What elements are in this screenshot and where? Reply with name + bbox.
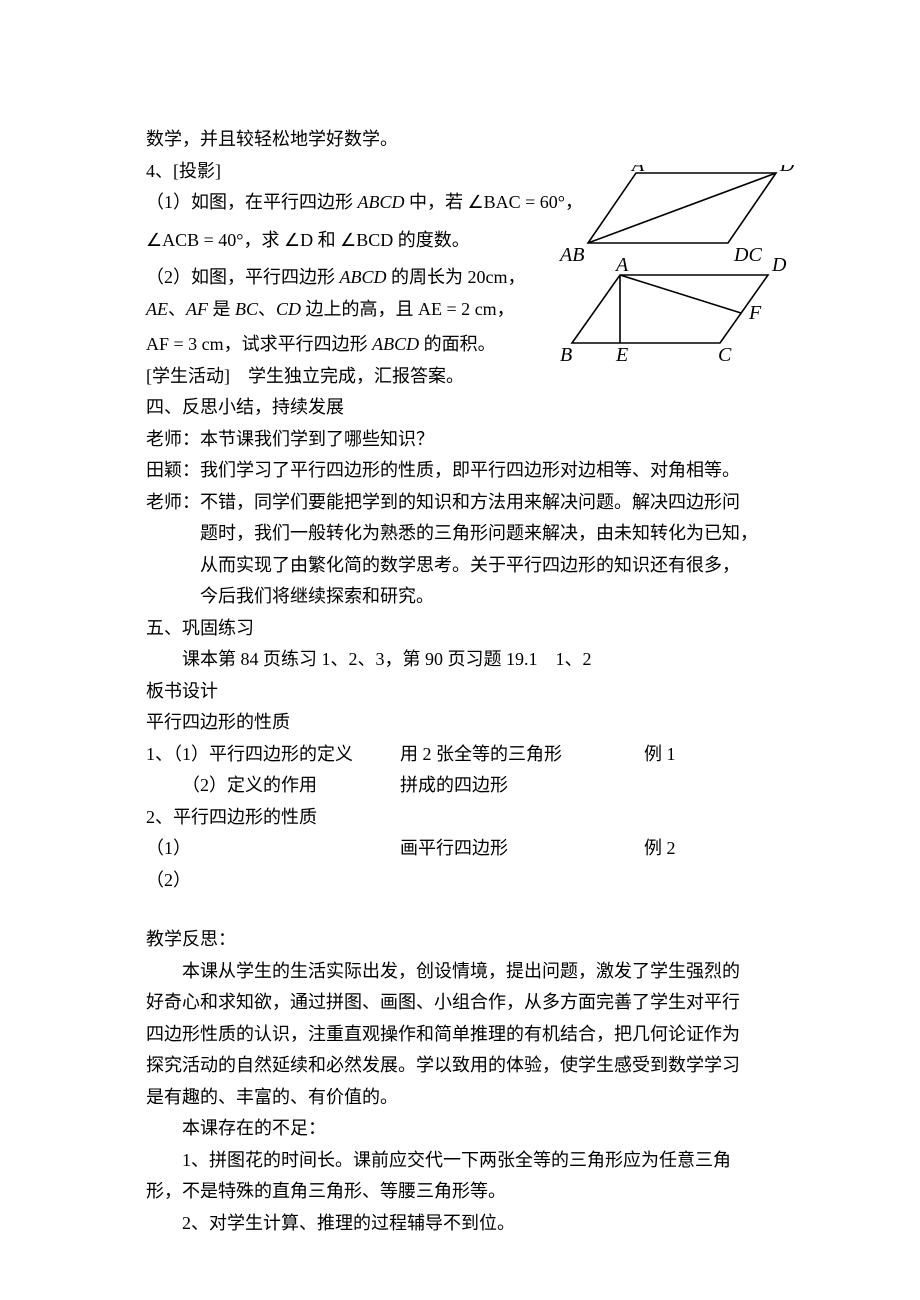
text: 中，若 [405, 192, 468, 212]
svg-text:C: C [718, 344, 732, 361]
var-af: AF [186, 299, 208, 319]
svg-text:D: D [779, 165, 795, 176]
svg-text:DC: DC [733, 244, 762, 266]
reflection-p4: 探究活动的自然延续和必然发展。学以致用的体验，使学生感受到数学学习 [146, 1050, 796, 1082]
board-col-c [644, 770, 796, 802]
board-col-a: （1） [146, 833, 400, 865]
svg-text:E: E [615, 344, 628, 361]
var-cd: CD [276, 299, 301, 319]
teacher-label: 老师： [146, 492, 200, 512]
text: 的面积。 [419, 334, 496, 354]
text: 的度数。 [393, 230, 470, 250]
homework: 课本第 84 页练习 1、2、3，第 90 页习题 19.1 1、2 [146, 644, 796, 676]
text: 、 [258, 299, 276, 319]
board-col-b: 用 2 张全等的三角形 [400, 739, 644, 771]
text: ，求 [244, 230, 285, 250]
note-1a: 1、拼图花的时间长。课前应交代一下两张全等的三角形应为任意三角 [146, 1145, 796, 1177]
text: 的周长为 20cm， [387, 267, 526, 287]
text: cm，试求平行四边形 [197, 334, 372, 354]
reflection-p1: 本课从学生的生活实际出发，创设情境，提出问题，激发了学生强烈的 [146, 956, 796, 988]
text: 和 [313, 230, 340, 250]
reflection-heading: 教学反思： [146, 924, 796, 956]
board-title: 平行四边形的性质 [146, 707, 796, 739]
board-row-4: （1） 画平行四边形 例 2 [146, 833, 796, 865]
section-5-heading: 五、巩固练习 [146, 613, 796, 645]
text: cm， [470, 299, 515, 319]
svg-text:A: A [614, 254, 629, 276]
board-col-a: （2）定义的作用 [146, 770, 400, 802]
svg-text:AB: AB [558, 244, 584, 266]
board-col-c: 例 2 [644, 833, 796, 865]
text: 是 [208, 299, 235, 319]
section-4-heading: 四、反思小结，持续发展 [146, 392, 796, 424]
board-col-b: 画平行四边形 [400, 833, 644, 865]
student-answer: 田颖：我们学习了平行四边形的性质，即平行四边形对边相等、对角相等。 [146, 455, 796, 487]
svg-text:F: F [748, 302, 762, 324]
board-col-a: 1、（1）平行四边形的定义 [146, 739, 400, 771]
eq-bac: ∠BAC = 60° [468, 192, 566, 212]
board-row-2: （2）定义的作用 拼成的四边形 [146, 770, 796, 802]
board-row-5: （2） [146, 865, 796, 897]
reflection-p2: 好奇心和求知欲，通过拼图、画图、小组合作，从多方面完善了学生对平行 [146, 987, 796, 1019]
reflection-p3: 四边形性质的认识，注重直观操作和简单推理的有机结合，把几何论证作为 [146, 1019, 796, 1051]
teacher-answer-4: 今后我们将继续探索和研究。 [146, 581, 796, 613]
eq-af3: AF = 3 [146, 334, 197, 354]
var-bc: BC [235, 299, 258, 319]
board-row-1: 1、（1）平行四边形的定义 用 2 张全等的三角形 例 1 [146, 739, 796, 771]
svg-text:B: B [560, 344, 572, 361]
text: 边上的高，且 [301, 299, 418, 319]
board-col-b: 拼成的四边形 [400, 770, 644, 802]
board-row-3: 2、平行四边形的性质 [146, 802, 796, 834]
text: 不错，同学们要能把学到的知识和方法用来解决问题。解决四边形问 [200, 492, 740, 512]
teacher-answer-1: 老师：不错，同学们要能把学到的知识和方法用来解决问题。解决四边形问 [146, 487, 796, 519]
angle-d: ∠D [284, 230, 313, 250]
teacher-answer-3: 从而实现了由繁化简的数学思考。关于平行四边形的知识还有很多， [146, 550, 796, 582]
text: 、 [168, 299, 186, 319]
board-design-heading: 板书设计 [146, 676, 796, 708]
text: （1）如图，在平行四边形 [146, 192, 358, 212]
note-1b: 形，不是特殊的直角三角形、等腰三角形等。 [146, 1176, 796, 1208]
board-col-c: 例 1 [644, 739, 796, 771]
angle-bcd: ∠BCD [340, 230, 393, 250]
eq-ae2: AE = 2 [418, 299, 470, 319]
var-abcd: ABCD [372, 334, 419, 354]
teacher-answer-2: 题时，我们一般转化为熟悉的三角形问题来解决，由未知转化为已知， [146, 518, 796, 550]
spacer [146, 896, 796, 924]
eq-acb: ∠ACB = 40° [146, 230, 244, 250]
var-ae: AE [146, 299, 168, 319]
reflection-p5: 是有趣的、丰富的、有价值的。 [146, 1082, 796, 1114]
geometry-figure: A D AB DC A D B E C F [558, 165, 798, 361]
intro-text: 数学，并且较轻松地学好数学。 [146, 124, 796, 156]
note-2: 2、对学生计算、推理的过程辅导不到位。 [146, 1208, 796, 1240]
var-abcd: ABCD [340, 267, 387, 287]
student-activity: [学生活动] 学生独立完成，汇报答案。 [146, 361, 796, 393]
teacher-question: 老师：本节课我们学到了哪些知识？ [146, 424, 796, 456]
shortcomings-heading: 本课存在的不足： [146, 1113, 796, 1145]
svg-text:D: D [771, 254, 787, 276]
text: （2）如图，平行四边形 [146, 267, 340, 287]
svg-text:A: A [630, 165, 645, 176]
var-abcd: ABCD [358, 192, 405, 212]
